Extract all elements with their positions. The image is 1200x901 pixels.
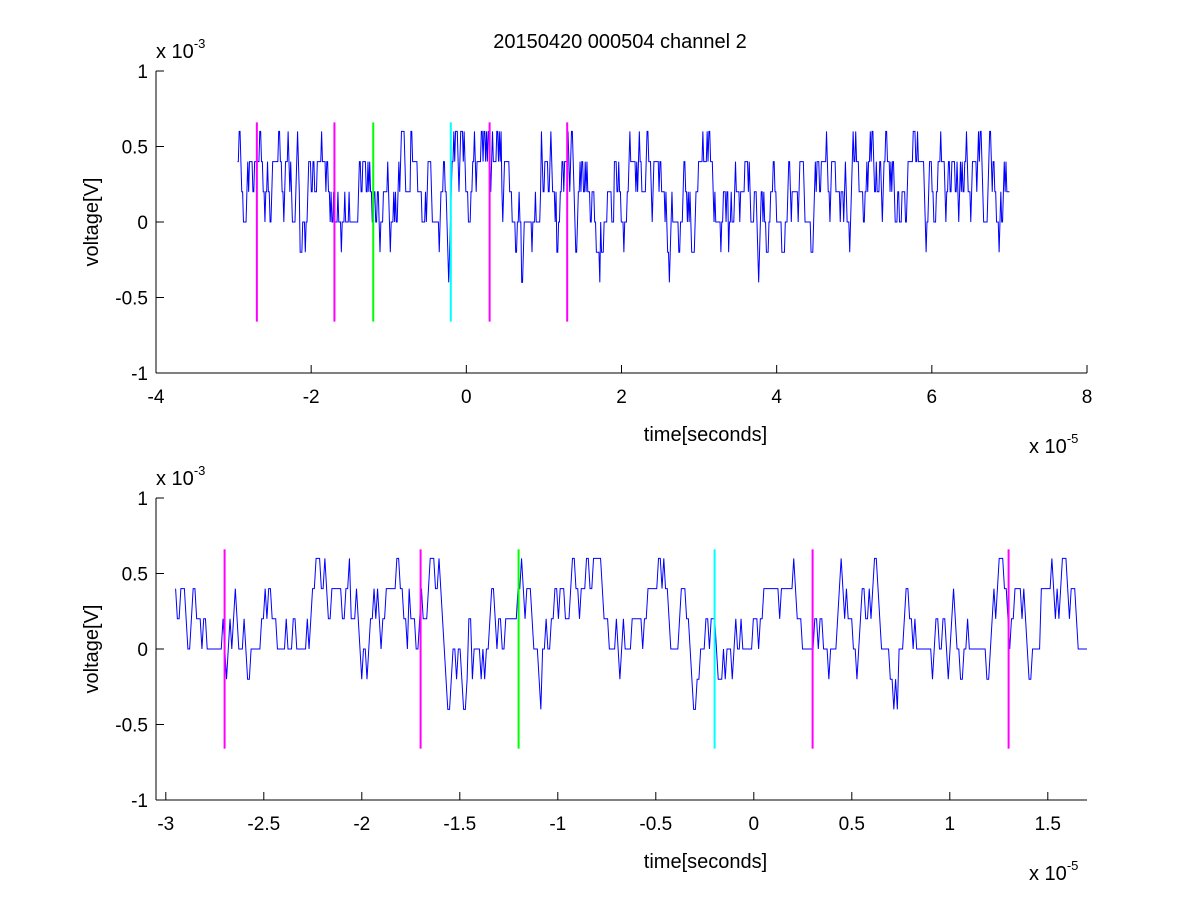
x-axis-label: time[seconds] bbox=[644, 424, 767, 446]
x-tick-label: -1.5 bbox=[443, 814, 476, 835]
x-tick-label: 2 bbox=[616, 387, 627, 408]
x-tick-label: 8 bbox=[1082, 387, 1093, 408]
top-plot: -4 -2 0 2 4 6 8 1 0.5 0 -0.5 -1 time[seconds] voltage… bbox=[81, 36, 1092, 458]
x-tick-label: 0 bbox=[461, 387, 472, 408]
x-tick-label: 6 bbox=[927, 387, 938, 408]
y-tick-label: -0.5 bbox=[115, 289, 148, 310]
bottom-plot: -3 -2.5 -2 -1.5 -1 -0.5 0 0.5 1 1.5 1 0.5 0 -0.5 -1 tim… bbox=[81, 463, 1087, 885]
y-tick-label: -0.5 bbox=[115, 716, 148, 737]
y-axis-label: voltage[V] bbox=[81, 605, 103, 694]
signal-series-line bbox=[175, 557, 1087, 710]
y-tick-label: 1 bbox=[137, 489, 148, 510]
x-exponent-label: x 10-5 bbox=[1029, 431, 1078, 458]
x-tick-label: -1 bbox=[549, 814, 566, 835]
signal-series-line bbox=[237, 130, 1010, 283]
x-tick-label: 1.5 bbox=[1035, 814, 1061, 835]
y-tick-label: 0 bbox=[137, 213, 148, 234]
y-exponent-label: x 10-3 bbox=[156, 36, 205, 63]
x-tick-label: 1 bbox=[945, 814, 956, 835]
y-tick-label: 0.5 bbox=[122, 138, 148, 159]
x-tick-label: -2 bbox=[353, 814, 370, 835]
y-tick-label: -1 bbox=[131, 364, 148, 385]
figure-title: 20150420 000504 channel 2 bbox=[493, 31, 747, 53]
y-axis-label: voltage[V] bbox=[81, 178, 103, 267]
x-tick-label: 0 bbox=[749, 814, 760, 835]
x-tick-label: 0.5 bbox=[839, 814, 865, 835]
x-tick-label: -3 bbox=[157, 814, 174, 835]
x-axis-label: time[seconds] bbox=[644, 851, 767, 873]
y-tick-label: 0 bbox=[137, 640, 148, 661]
x-tick-label: -2.5 bbox=[247, 814, 280, 835]
y-exponent-label: x 10-3 bbox=[156, 463, 205, 490]
x-tick-label: -4 bbox=[148, 387, 165, 408]
y-tick-label: 0.5 bbox=[122, 565, 148, 586]
x-tick-label: -0.5 bbox=[639, 814, 672, 835]
x-tick-label: -2 bbox=[303, 387, 320, 408]
y-tick-label: 1 bbox=[137, 62, 148, 83]
x-tick-label: 4 bbox=[771, 387, 782, 408]
x-exponent-label: x 10-5 bbox=[1029, 858, 1078, 885]
y-tick-label: -1 bbox=[131, 791, 148, 812]
